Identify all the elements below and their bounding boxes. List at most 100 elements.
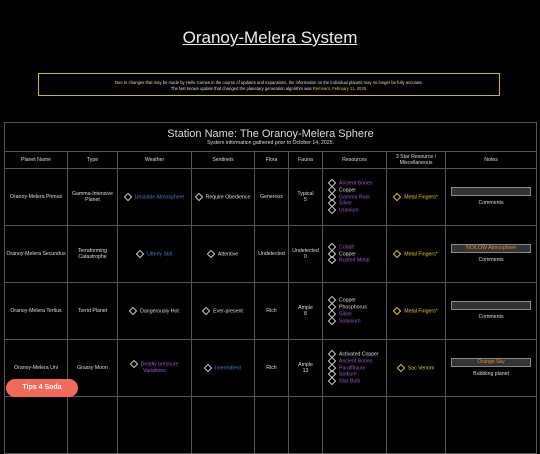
notes: Comments: [444, 168, 538, 226]
fauna-text: Ample: [298, 361, 313, 368]
weather-text: Unstable Atmosphere: [134, 193, 185, 200]
page: Oranoy-Melera System Due to changes that…: [3, 28, 538, 454]
empty-cell: [4, 396, 68, 454]
column-header: Planet Name: [4, 151, 68, 169]
icon: [393, 306, 402, 315]
resource-name: Copper: [339, 187, 357, 194]
resource: Copper: [327, 296, 385, 305]
column-header: 3 Star Resource / Miscellaneous: [386, 151, 446, 169]
planet-row: [4, 396, 538, 454]
icon: [396, 363, 405, 372]
resource: Cobalt: [327, 242, 385, 251]
empty-cell: [386, 396, 446, 454]
note-label: Orange Sky: [451, 358, 532, 368]
icon: [393, 192, 402, 201]
resource: Sodium: [327, 370, 385, 379]
empty-cell: [191, 396, 255, 454]
icon: [203, 363, 213, 372]
fauna: Undetected 0: [288, 225, 323, 283]
empty-cell: [117, 396, 192, 454]
resource-name: Copper: [339, 297, 357, 304]
empty-cell: [67, 396, 118, 454]
note-label: NO/LOW Atmosphere: [451, 244, 532, 254]
fauna: Typical 5: [288, 168, 323, 226]
resource: Phosphorus: [327, 302, 385, 312]
misc-text: Sac Venom: [407, 364, 435, 371]
fauna-text: Undetected: [292, 247, 319, 254]
icon: [206, 249, 216, 258]
fauna-text: 13: [302, 368, 309, 374]
fauna: Ample 13: [288, 339, 323, 397]
station-subtitle: System information gathered prior to Oct…: [207, 139, 334, 146]
resource-name: Silver: [339, 200, 352, 207]
planet-row: Oranoy-Melera Uni Grassy Moon Deadly press…: [4, 339, 538, 397]
resource-name: Ancient Bones: [339, 358, 373, 365]
note-text: Comments: [478, 314, 504, 321]
weather: Unstable Atmosphere: [117, 168, 192, 226]
planet-name: Oranoy-Melera Primus: [4, 168, 68, 226]
resource: Solanium: [327, 316, 385, 326]
resource-name: Phosphorus: [339, 304, 367, 311]
planet-type: Terraforming Catastrophe: [67, 225, 118, 283]
misc: Metal Fingers*: [386, 282, 446, 340]
planet-type: Torrid Planet: [67, 282, 118, 340]
resources: Cobalt Copper Rusted Metal: [322, 225, 387, 283]
station-row: Station Name: The Oranoy-Melera Sphere Sy…: [3, 122, 538, 152]
icon: [128, 306, 138, 315]
misc-text: Metal Fingers*: [404, 250, 438, 257]
misc: Sac Venom: [386, 339, 446, 397]
note-text: Comments: [478, 257, 504, 264]
resource: Activated Copper: [327, 349, 385, 359]
column-header: Sentinels: [191, 151, 255, 169]
resource-name: Gamma Root: [339, 193, 370, 200]
resource-name: Cobalt: [339, 244, 354, 251]
resource-name: Sodium: [339, 371, 357, 378]
update-name: Remnant, February 11, 2025.: [312, 86, 368, 91]
resource-name: Activated Copper: [339, 351, 379, 358]
resources: Activated Copper Ancient Bones Paraffinium…: [322, 339, 387, 397]
notes: Orange Sky Bubbling planet: [444, 339, 538, 397]
resource: Silver: [327, 199, 385, 208]
fauna-text: Ample: [298, 304, 313, 311]
resource-name: Ancient Bones: [339, 180, 373, 187]
flora: Undetected: [254, 225, 289, 283]
misc-text: Metal Fingers*: [404, 193, 438, 200]
resource-name: Solanium: [339, 318, 361, 325]
resource-name: Star Bulb: [339, 378, 361, 385]
resource: Silver: [327, 309, 385, 319]
weather-text: Deadly pressure Variations: [140, 361, 179, 375]
icon: [201, 306, 211, 315]
resource: Uranium: [327, 206, 385, 215]
column-header: Weather: [117, 151, 192, 169]
planet-row: Oranoy-Melera Tertius Torrid Planet Danger…: [4, 282, 538, 340]
notes: NO/LOW Atmosphere Comments: [444, 225, 538, 283]
fauna: Ample 8: [288, 282, 323, 340]
fauna-text: 5: [304, 197, 307, 203]
column-header: Type: [67, 151, 118, 169]
planet-row: Oranoy-Melera Primus Gamma-Intensive Plan…: [4, 168, 538, 226]
flora: Generous: [254, 168, 289, 226]
tip-button[interactable]: Tips 4 Soda: [6, 379, 78, 397]
misc-text: Metal Fingers*: [404, 307, 438, 314]
resource: Copper: [327, 185, 385, 194]
note-text: Comments: [478, 200, 504, 207]
weather: Dangerously Hot: [117, 282, 192, 340]
station-name: Station Name: The Oranoy-Melera Sphere: [167, 127, 374, 140]
weather-text: Dangerously Hot: [140, 307, 179, 314]
resources: Copper Phosphorus Silver Solanium: [322, 282, 387, 340]
notice-text: Due to changes that may be made by Hello…: [115, 80, 423, 85]
icon: [327, 377, 337, 386]
sentinels-text: Require Obedience: [205, 193, 251, 200]
empty-cell: [288, 396, 323, 454]
fauna-text: Typical: [297, 190, 314, 197]
planet-type: Gamma-Intensive Planet: [67, 168, 118, 226]
resource-name: Uranium: [339, 207, 359, 214]
note-text: Bubbling planet: [473, 371, 509, 378]
fauna-text: 0: [304, 254, 307, 260]
sentinels: Require Obedience: [191, 168, 255, 226]
fauna-text: 8: [304, 311, 307, 317]
resource: Ancient Bones: [327, 178, 385, 188]
notes: Comments: [444, 282, 538, 340]
sentinels: Attentive: [191, 225, 255, 283]
weather: Utterly Still: [117, 225, 192, 283]
